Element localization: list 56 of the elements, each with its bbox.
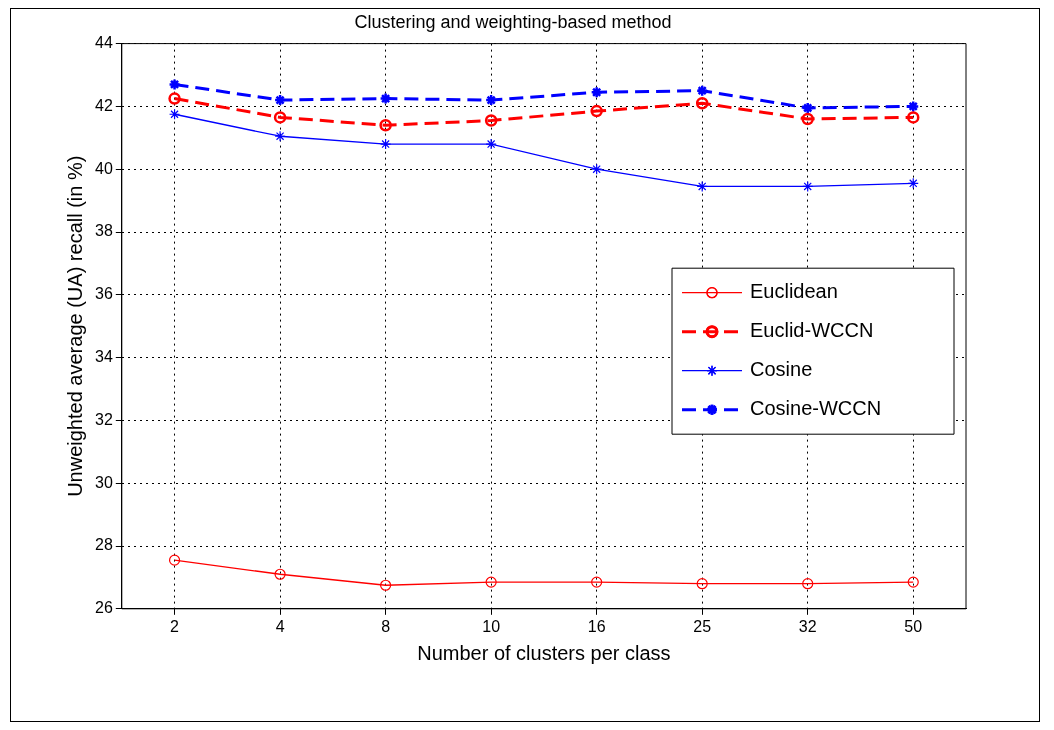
point — [801, 112, 814, 126]
point — [591, 576, 603, 588]
point — [907, 576, 919, 588]
y-tick-label: 42 — [95, 96, 113, 114]
point — [696, 180, 708, 193]
point — [802, 578, 814, 590]
x-tick-label: 8 — [381, 617, 391, 635]
x-tick-label: 32 — [798, 617, 817, 635]
x-tick-label: 50 — [904, 617, 923, 635]
point — [168, 78, 181, 91]
y-axis-title: Unweighted average (UA) recall (in %) — [63, 155, 86, 497]
point — [801, 101, 814, 115]
y-tick-label: 26 — [95, 599, 113, 617]
point — [802, 180, 814, 193]
point — [168, 92, 181, 105]
point — [906, 111, 920, 124]
x-tick-label: 4 — [275, 617, 285, 635]
point — [590, 86, 603, 99]
point — [695, 97, 709, 110]
point — [274, 130, 286, 142]
x-tick-label: 10 — [482, 617, 501, 635]
y-tick-label: 30 — [95, 473, 113, 491]
legend-label: Cosine — [750, 358, 813, 381]
point — [696, 578, 708, 590]
x-tick-label: 16 — [587, 617, 606, 635]
y-tick-label: 28 — [95, 536, 113, 554]
point — [485, 576, 497, 588]
legend-label: Cosine-WCCN — [750, 397, 882, 420]
point — [484, 114, 498, 127]
chart-title: Clustering and weighting-based method — [354, 11, 672, 32]
point — [273, 111, 287, 124]
point — [380, 138, 392, 150]
point — [695, 84, 709, 97]
point — [273, 93, 287, 107]
point — [379, 92, 392, 105]
x-axis-title: Number of clusters per class — [417, 641, 671, 664]
point — [274, 568, 286, 580]
x-tick-label: 25 — [693, 617, 712, 635]
y-tick-label: 32 — [95, 410, 113, 428]
point — [485, 138, 497, 150]
point — [590, 104, 603, 118]
legend-label: Euclidean — [750, 280, 838, 303]
y-tick-label: 34 — [95, 348, 113, 366]
y-tick-label: 36 — [95, 285, 113, 303]
point — [168, 108, 181, 120]
y-tick-label: 44 — [95, 34, 113, 52]
y-tick-label: 38 — [95, 222, 113, 240]
point — [380, 579, 392, 591]
x-tick-label: 2 — [170, 617, 180, 635]
point — [379, 118, 392, 132]
y-tick-label: 40 — [95, 159, 113, 177]
point — [168, 554, 181, 566]
point — [591, 163, 603, 175]
legend-label: Euclid-WCCN — [750, 319, 874, 342]
point — [484, 93, 498, 107]
point — [907, 177, 919, 189]
